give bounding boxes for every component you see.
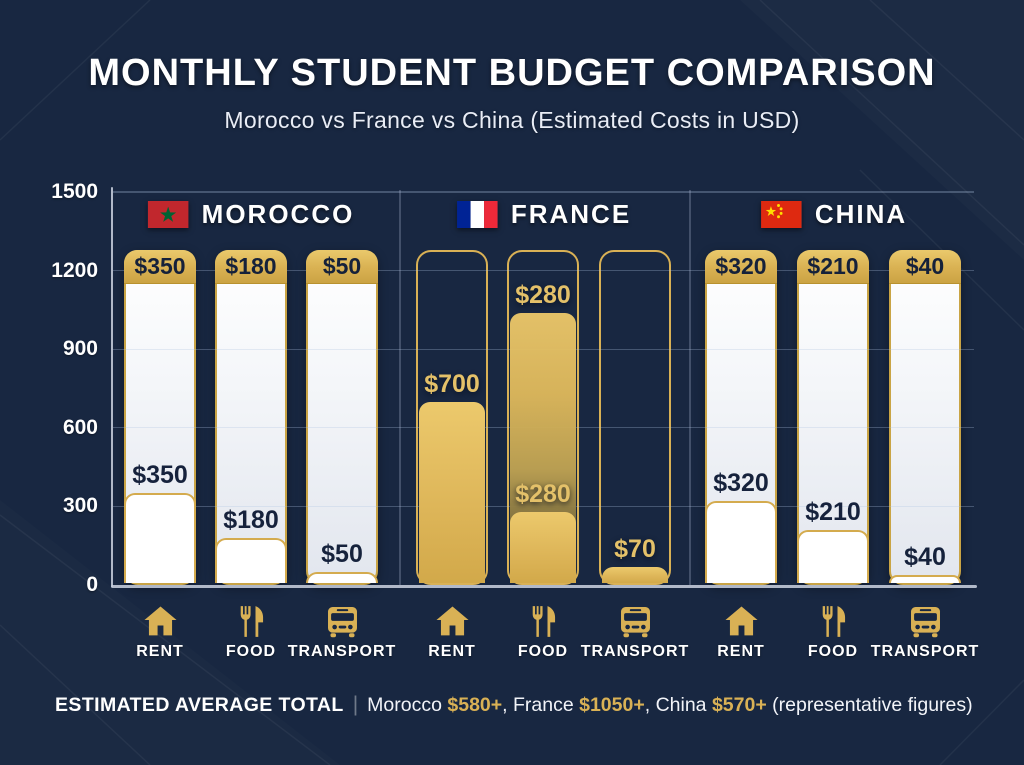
utensils-icon <box>532 606 555 637</box>
y-tick-label: 900 <box>62 337 98 361</box>
footer-segment: (representative figures) <box>766 694 973 716</box>
group-divider <box>689 190 691 585</box>
bar-track <box>507 250 579 585</box>
bar-track <box>416 250 488 585</box>
bar-value-label: $280 <box>515 479 571 508</box>
bar-fill <box>510 511 576 583</box>
bar-cap-label: $350 <box>124 250 196 284</box>
bar-ghost-label: $280 <box>515 280 571 309</box>
footer-segment: , France <box>502 694 580 716</box>
category-icon <box>306 603 378 645</box>
bar-value-label: $50 <box>321 539 363 568</box>
bar-cap-label: $40 <box>889 250 961 284</box>
bar-cap-label: $320 <box>705 250 777 284</box>
y-tick-label: 600 <box>62 415 98 439</box>
bar-value-label: $210 <box>805 497 861 526</box>
category-label: FOOD <box>225 643 277 660</box>
category-icon <box>797 603 869 645</box>
group-header: CHINA <box>761 199 907 230</box>
bar-value-label: $180 <box>223 505 279 534</box>
bar-value-label: $40 <box>904 542 946 571</box>
page-title: MONTHLY STUDENT BUDGET COMPARISON <box>88 52 936 94</box>
category-icon <box>124 603 196 645</box>
category-label: TRANSPORT <box>580 643 690 660</box>
footer-segment: $1050+ <box>579 694 645 716</box>
category-icon <box>705 603 777 645</box>
bar-cap-label: $50 <box>306 250 378 284</box>
x-axis-line <box>110 585 977 588</box>
category-label: RENT <box>717 643 765 660</box>
category-icon <box>889 603 961 645</box>
footer-heading: ESTIMATED AVERAGE TOTAL <box>55 694 344 716</box>
bar-cap-label: $180 <box>215 250 287 284</box>
bar-fill <box>419 401 485 583</box>
bar-fill <box>602 566 668 583</box>
category-icon <box>416 603 488 645</box>
bar-fill <box>215 537 287 583</box>
footer-divider: | <box>352 693 359 716</box>
gridline <box>113 191 974 193</box>
bus-icon <box>620 607 650 638</box>
bar-track <box>215 250 287 585</box>
bar-cap-label: $210 <box>797 250 869 284</box>
footer-segment: $570+ <box>711 694 767 716</box>
bar-value-label: $320 <box>713 469 769 498</box>
y-axis-line <box>110 187 113 587</box>
bus-icon <box>327 607 357 638</box>
france-flag-icon <box>457 201 498 228</box>
bar-fill <box>889 574 961 583</box>
group-name: CHINA <box>814 199 908 229</box>
bar-value-label: $70 <box>614 534 656 563</box>
utensils-icon <box>240 606 263 637</box>
bar-fill <box>797 529 869 583</box>
page-subtitle: Morocco vs France vs China (Estimated Co… <box>224 107 800 133</box>
footer-text: Morocco $580+, France $1050+, China $570… <box>367 694 972 716</box>
group-header: FRANCE <box>457 199 631 230</box>
gridline <box>113 269 974 272</box>
footer-segment: , China <box>644 694 712 716</box>
footer-segment: Morocco <box>367 694 448 716</box>
bar-fill <box>124 493 196 583</box>
morocco-flag-icon <box>147 201 189 228</box>
category-label: TRANSPORT <box>870 643 980 660</box>
bar-fill <box>705 501 777 583</box>
bar-value-label: $700 <box>424 369 480 398</box>
y-tick-label: 300 <box>62 494 98 518</box>
category-label: FOOD <box>517 643 569 660</box>
category-label: RENT <box>428 643 476 660</box>
bar-value-label: $350 <box>132 461 188 490</box>
bar-track <box>889 250 961 585</box>
house-icon <box>724 606 758 636</box>
category-label: TRANSPORT <box>287 643 397 660</box>
bar-track <box>306 250 378 585</box>
bus-icon <box>910 607 940 638</box>
house-icon <box>435 606 469 636</box>
category-icon <box>599 603 671 645</box>
house-icon <box>143 606 177 636</box>
china-flag-icon <box>761 201 802 228</box>
y-tick-label: 0 <box>86 573 98 596</box>
bar-fill <box>306 571 378 583</box>
chart-area: $350 $350 $180 $180 $50 $50 MOROCCO $700 $280 $28… <box>113 185 974 585</box>
footer-segment: $580+ <box>447 694 503 716</box>
group-header: MOROCCO <box>147 199 355 230</box>
category-icon <box>507 603 579 645</box>
y-tick-label: 1500 <box>51 180 98 203</box>
footer: ESTIMATED AVERAGE TOTAL | Morocco $580+, F… <box>55 693 1005 717</box>
category-icon <box>215 603 287 645</box>
bar-track <box>599 250 671 585</box>
category-label: RENT <box>136 643 184 660</box>
group-name: MOROCCO <box>201 199 355 229</box>
utensils-icon <box>822 606 845 637</box>
y-tick-label: 1200 <box>51 258 98 282</box>
group-divider <box>399 190 401 585</box>
bar-track <box>797 250 869 585</box>
category-label: FOOD <box>807 643 859 660</box>
group-name: FRANCE <box>510 199 632 229</box>
